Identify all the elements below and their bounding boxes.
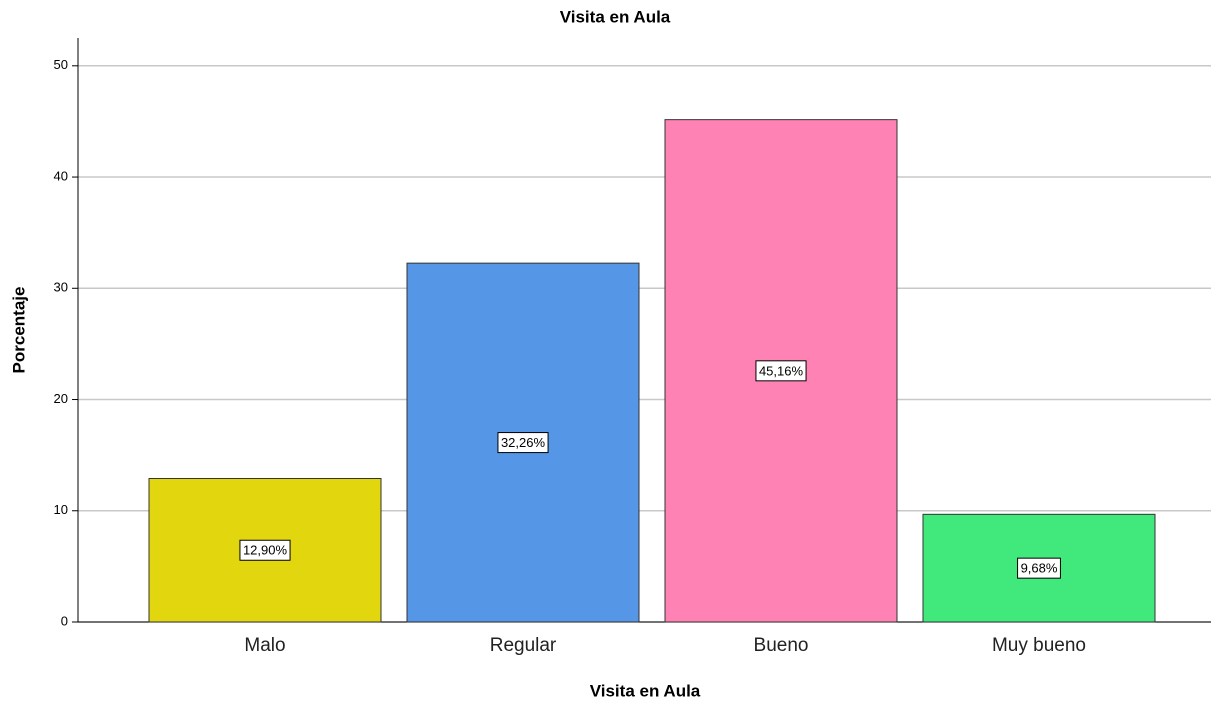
y-tick-label: 30 [54, 280, 68, 295]
y-tick-label: 0 [61, 613, 68, 628]
value-label-box [1017, 557, 1061, 579]
y-tick-label: 40 [54, 168, 68, 183]
y-tick-label: 10 [54, 502, 68, 517]
x-tick-label: Bueno [754, 635, 809, 656]
chart-title: Visita en Aula [560, 7, 671, 26]
y-tick-label: 20 [54, 391, 68, 406]
y-axis-label: Porcentaje [9, 287, 28, 374]
value-label: 12,90% [243, 543, 288, 558]
value-label-box [755, 360, 807, 382]
value-label: 9,68% [1021, 561, 1058, 576]
x-tick-label: Muy bueno [992, 635, 1086, 656]
x-tick-label: Malo [244, 635, 285, 656]
x-tick-label: Regular [490, 635, 557, 656]
value-label: 32,26% [501, 435, 546, 450]
x-axis-label: Visita en Aula [590, 681, 701, 700]
y-tick-label: 50 [54, 57, 68, 72]
value-label-box [239, 539, 291, 561]
value-label: 45,16% [759, 363, 804, 378]
value-label-box [497, 432, 549, 454]
